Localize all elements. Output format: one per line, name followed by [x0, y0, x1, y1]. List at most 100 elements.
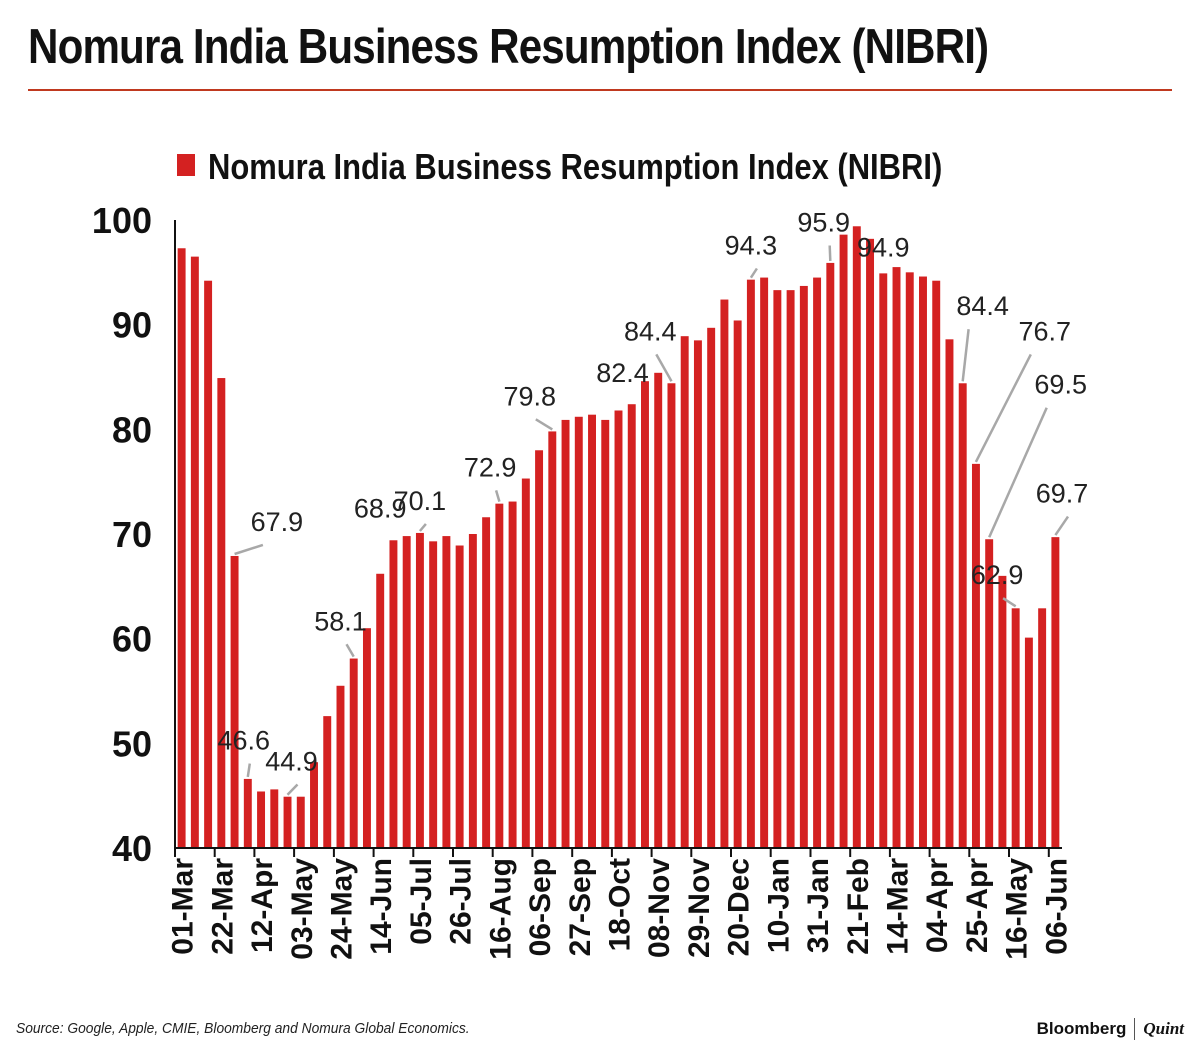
x-tick-label: 25-Apr: [961, 858, 994, 953]
bar: [310, 762, 318, 848]
brand-logo: Bloomberg Quint: [1037, 1016, 1184, 1042]
bar: [641, 381, 649, 848]
data-label: 69.5: [1034, 370, 1087, 400]
x-tick-label: 24-May: [326, 858, 359, 960]
x-tick-label: 08-Nov: [643, 858, 676, 958]
x-tick-label: 04-Apr: [921, 858, 954, 953]
data-label: 79.8: [504, 381, 557, 411]
bar: [746, 279, 755, 848]
bar: [680, 336, 689, 848]
bar: [521, 478, 530, 848]
bar: [442, 536, 451, 848]
annotation-leader: [286, 783, 299, 796]
annotation-leader: [655, 353, 673, 382]
data-label: 70.1: [394, 486, 447, 516]
x-tick-label: 03-May: [286, 858, 319, 960]
bar: [707, 327, 716, 848]
data-label: 82.4: [596, 358, 649, 388]
bar-chart: Nomura India Business Resumption Index (…: [92, 148, 1089, 960]
annotation-leader: [246, 763, 252, 778]
bar: [548, 431, 557, 848]
bar: [349, 658, 358, 848]
data-label: 95.9: [797, 208, 850, 238]
x-tick-label: 20-Dec: [723, 858, 756, 956]
bar: [177, 248, 186, 848]
bar: [283, 796, 292, 848]
bar: [1024, 637, 1033, 848]
legend: Nomura India Business Resumption Index (…: [177, 148, 942, 188]
x-tick-label: 27-Sep: [564, 858, 597, 956]
bar: [971, 463, 980, 848]
bar: [905, 272, 914, 848]
bar: [429, 541, 438, 848]
bar: [958, 383, 967, 848]
x-tick-label: 10-Jan: [762, 858, 795, 953]
brand-quint: Quint: [1143, 1019, 1184, 1038]
bar: [415, 532, 424, 848]
bar: [826, 262, 835, 848]
annotation-leader: [494, 490, 501, 502]
x-tick-label: 14-Mar: [882, 858, 915, 955]
bar: [495, 503, 504, 848]
data-label: 84.4: [624, 316, 677, 346]
x-tick-label: 12-Apr: [246, 858, 279, 953]
bar: [614, 410, 623, 848]
bar: [243, 778, 252, 848]
page-title: Nomura India Business Resumption Index (…: [28, 20, 989, 74]
data-label: 69.7: [1036, 479, 1089, 509]
bar: [720, 299, 729, 848]
legend-label: Nomura India Business Resumption Index (…: [208, 148, 942, 188]
x-tick-label: 05-Jul: [405, 858, 438, 945]
x-tick-label: 01-Mar: [167, 858, 200, 955]
bar: [601, 419, 610, 848]
bar: [588, 414, 596, 848]
bar: [257, 791, 266, 848]
bar: [1038, 608, 1047, 848]
bar: [574, 416, 583, 848]
annotation-leader: [988, 407, 1048, 538]
bar: [204, 280, 213, 848]
annotation-leader: [1002, 597, 1017, 608]
data-label: 62.9: [971, 560, 1024, 590]
annotation-leader: [418, 523, 427, 532]
bar: [217, 378, 226, 848]
bar: [813, 277, 822, 848]
bar: [376, 573, 385, 848]
bar: [468, 534, 477, 848]
bar: [693, 340, 702, 848]
data-label: 72.9: [464, 452, 517, 482]
y-tick-label: 60: [112, 619, 152, 660]
x-axis-tick-labels: 01-Mar 22-Mar 12-Apr 03-May 24-May 14-Jun 05-J…: [167, 858, 1074, 960]
bar: [482, 517, 491, 848]
bar: [773, 290, 782, 848]
bar: [402, 536, 411, 848]
bar: [323, 716, 332, 848]
y-axis-tick-labels: 40 50 60 70 80 90 100: [92, 200, 152, 869]
x-tick-label: 14-Jun: [365, 858, 398, 955]
data-label: 67.9: [251, 507, 304, 537]
x-tick-label: 18-Oct: [604, 858, 637, 951]
annotation-leader: [961, 329, 970, 382]
brand-bloomberg: Bloomberg: [1036, 1019, 1127, 1038]
legend-swatch: [177, 154, 195, 176]
data-label: 76.7: [1019, 316, 1072, 346]
bar: [919, 276, 927, 848]
data-label: 46.6: [218, 726, 271, 756]
annotation-leader: [234, 543, 264, 556]
data-label: 68.9: [354, 493, 407, 523]
bar: [190, 256, 199, 848]
data-label: 84.4: [956, 291, 1009, 321]
bar: [667, 383, 676, 848]
bar: [945, 339, 954, 848]
x-tick-label: 29-Nov: [683, 858, 716, 958]
annotation-leader: [535, 418, 553, 431]
bar: [230, 555, 239, 848]
y-tick-label: 90: [112, 305, 152, 346]
annotation-leaders: [234, 245, 1070, 796]
bar: [1051, 537, 1060, 848]
bar: [852, 226, 861, 848]
bar: [799, 285, 808, 848]
bar: [892, 267, 901, 849]
bar: [985, 539, 994, 848]
x-tick-label: 06-Sep: [524, 858, 557, 956]
